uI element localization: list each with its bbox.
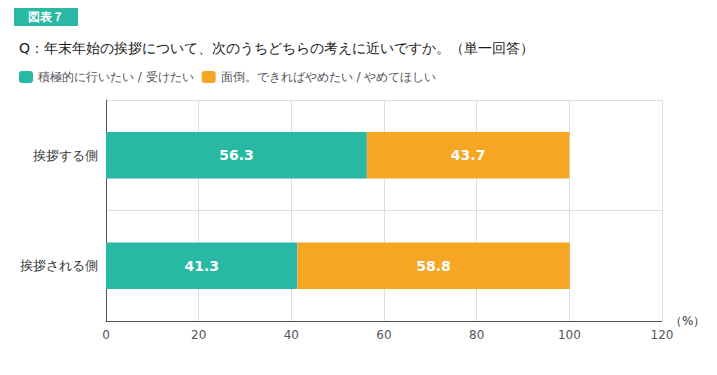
svg-text:56.3: 56.3 xyxy=(219,147,254,163)
svg-text:0: 0 xyxy=(102,328,110,342)
svg-text:挨拶される側: 挨拶される側 xyxy=(20,258,98,273)
svg-text:100: 100 xyxy=(558,328,581,342)
svg-text:挨拶する側: 挨拶する側 xyxy=(33,148,98,163)
svg-text:120: 120 xyxy=(651,328,674,342)
svg-text:41.3: 41.3 xyxy=(184,258,219,274)
svg-text:80: 80 xyxy=(469,328,484,342)
svg-text:Q：年末年始の挨拶について、次のうちどちらの考えに近いですか: Q：年末年始の挨拶について、次のうちどちらの考えに近いですか。（単一回答） xyxy=(19,40,534,56)
svg-text:図表７: 図表７ xyxy=(28,10,64,24)
svg-text:積極的に行いたい / 受けたい: 積極的に行いたい / 受けたい xyxy=(38,70,194,84)
svg-text:60: 60 xyxy=(376,328,391,342)
svg-text:58.8: 58.8 xyxy=(416,258,451,274)
svg-text:43.7: 43.7 xyxy=(451,147,486,163)
svg-text:40: 40 xyxy=(284,328,299,342)
svg-text:（%）: （%） xyxy=(670,314,705,328)
svg-text:20: 20 xyxy=(191,328,206,342)
svg-text:面倒。できればやめたい / やめてほしい: 面倒。できればやめたい / やめてほしい xyxy=(221,70,437,84)
